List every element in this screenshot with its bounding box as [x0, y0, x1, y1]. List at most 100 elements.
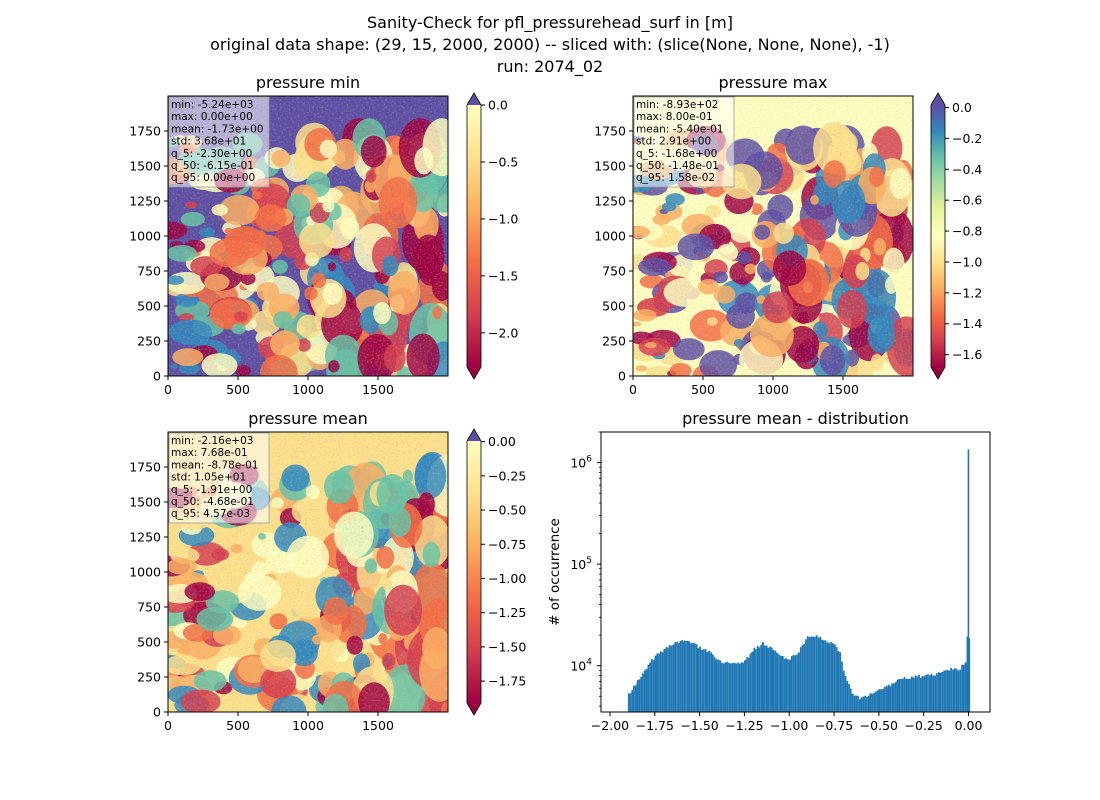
y-tick-label: 1250 — [129, 194, 161, 209]
histogram-bar — [855, 695, 858, 712]
x-tick-label: −0.75 — [815, 718, 853, 733]
histogram-bar — [862, 696, 865, 712]
colorbar-tick-label: −1.0 — [488, 211, 518, 226]
y-tick-label: 1000 — [129, 229, 161, 244]
histogram-bar — [764, 645, 766, 712]
panel-title: pressure mean - distribution — [682, 409, 909, 428]
stats-line: min: -5.24e+03 — [171, 99, 253, 111]
figure-title: Sanity-Check for pfl_pressurehead_surf i… — [210, 13, 890, 77]
histogram-bar — [713, 657, 716, 712]
histogram-bar — [789, 659, 791, 712]
histogram-bar — [810, 636, 813, 712]
histogram-bar — [776, 653, 779, 712]
histogram-bar — [837, 651, 840, 712]
histogram-bar — [683, 640, 686, 712]
stats-line: max: 7.68e-01 — [171, 447, 248, 459]
histogram-bar — [771, 650, 774, 712]
x-tick-label: −0.25 — [905, 718, 943, 733]
histogram-bar — [633, 685, 635, 712]
histogram-bar — [647, 664, 650, 712]
histogram-bar — [715, 659, 718, 712]
histogram-bar — [769, 646, 771, 712]
histogram-bar — [878, 689, 881, 712]
histogram-bar — [638, 679, 641, 712]
histogram-bar — [968, 638, 971, 712]
histogram-bar — [955, 668, 958, 712]
colorbar-extend-top — [931, 93, 945, 105]
y-tick-label: 1750 — [129, 460, 161, 475]
histogram-bar — [943, 670, 946, 712]
histogram-bar — [746, 657, 748, 712]
histogram-bar — [927, 674, 929, 712]
histogram-bar — [729, 663, 732, 712]
histogram-bar — [807, 637, 809, 712]
panel-title: pressure min — [256, 73, 360, 92]
stats-line: q_95: 0.00e+00 — [171, 172, 255, 184]
histogram-bar — [636, 680, 639, 712]
histogram-bar — [860, 697, 863, 712]
stats-line: std: 1.05e+01 — [171, 472, 246, 484]
histogram-bar — [892, 683, 895, 712]
x-tick-label: 500 — [226, 718, 250, 733]
histogram-bar — [932, 675, 935, 712]
histogram-bar — [668, 645, 671, 712]
stats-line: q_95: 1.58e-02 — [636, 172, 715, 184]
x-tick-label: 500 — [691, 382, 715, 397]
stats-line: min: -8.93e+02 — [636, 99, 718, 111]
colorbar-tick-label: −1.25 — [488, 605, 526, 620]
colorbar-tick-label: −0.2 — [952, 131, 982, 146]
x-tick-label: 0.00 — [955, 718, 983, 733]
histogram-bar — [914, 675, 917, 712]
histogram-bar — [864, 695, 867, 712]
histogram-bar — [891, 683, 893, 712]
histogram-bar — [780, 656, 782, 712]
histogram-bar — [823, 640, 825, 712]
histogram-bar — [936, 673, 938, 712]
y-tick-label: 1000 — [594, 229, 626, 244]
colorbar-outline — [466, 92, 482, 380]
heatmap-panel-pressure_max: pressure max 0 500 1000 1500 0 250 500 750 1000 12… — [594, 73, 982, 397]
histogram-bar — [686, 640, 689, 712]
histogram-bar — [719, 660, 721, 712]
stats-line: q_5: -1.91e+00 — [171, 484, 252, 496]
histogram-bar — [930, 673, 933, 712]
x-tick-label: −1.25 — [725, 718, 763, 733]
histogram-bar — [889, 686, 892, 712]
colorbar-extend-bottom — [467, 367, 481, 379]
colorbar: 0.00 −0.25 −0.50 −0.75 −1.00 −1.25 −1.50 −1.75 — [466, 428, 526, 716]
y-tick-label: 250 — [602, 334, 626, 349]
histogram-bar — [781, 655, 784, 712]
y-tick-label: 1500 — [129, 495, 161, 510]
histogram-bar — [667, 647, 669, 712]
histogram-bar — [733, 662, 736, 712]
histogram-bar — [688, 641, 691, 712]
histogram-bar — [941, 672, 944, 712]
histogram-bar — [679, 640, 682, 712]
histogram-bar — [642, 673, 644, 712]
stats-line: q_50: -4.68e-01 — [171, 496, 254, 508]
histogram-bar — [627, 693, 630, 712]
colorbar-outline — [930, 92, 946, 380]
y-tick-label: 1750 — [129, 124, 161, 139]
stats-line: q_50: -6.15e-01 — [171, 160, 254, 172]
histogram-bar — [751, 651, 754, 712]
histogram-bar — [731, 662, 734, 712]
histogram-bar — [652, 660, 655, 712]
colorbar-tick-label: −0.8 — [952, 224, 982, 239]
histogram-bar — [665, 647, 668, 712]
histogram-bar — [717, 659, 720, 712]
colorbar-tick-label: −1.00 — [488, 571, 526, 586]
y-tick-label: 750 — [602, 264, 626, 279]
x-tick-label: 500 — [226, 382, 250, 397]
y-tick-label: 1500 — [594, 159, 626, 174]
y-tick-label-base: 10 — [570, 557, 586, 572]
histogram-bar — [882, 689, 885, 712]
x-tick-label: 0 — [164, 718, 172, 733]
histogram-bar — [799, 647, 802, 712]
histogram-bar — [817, 637, 820, 712]
histogram-bar — [909, 678, 911, 712]
colorbar-extend-bottom — [931, 367, 945, 379]
histogram-bar — [884, 686, 886, 712]
colorbar-tick-label: −0.4 — [952, 162, 982, 177]
